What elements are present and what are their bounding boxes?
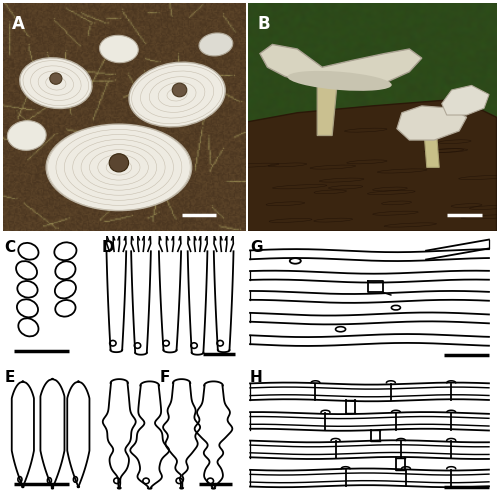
Text: G: G	[250, 240, 262, 255]
Text: A: A	[12, 15, 25, 33]
Polygon shape	[424, 136, 439, 167]
Ellipse shape	[129, 62, 225, 127]
Ellipse shape	[288, 71, 392, 91]
Circle shape	[172, 83, 187, 97]
Circle shape	[50, 73, 62, 84]
Polygon shape	[317, 83, 337, 136]
Polygon shape	[397, 106, 466, 140]
Circle shape	[109, 154, 128, 172]
Text: B: B	[258, 15, 270, 33]
Polygon shape	[260, 44, 422, 87]
Ellipse shape	[8, 121, 46, 150]
Text: H: H	[250, 370, 263, 385]
Text: C: C	[4, 240, 16, 255]
Polygon shape	[248, 99, 496, 231]
Ellipse shape	[20, 58, 92, 108]
Ellipse shape	[100, 35, 138, 63]
Text: D: D	[102, 240, 115, 255]
Text: F: F	[160, 370, 170, 385]
Ellipse shape	[46, 124, 192, 211]
Text: E: E	[4, 370, 15, 385]
Polygon shape	[442, 85, 489, 115]
Ellipse shape	[199, 33, 233, 56]
